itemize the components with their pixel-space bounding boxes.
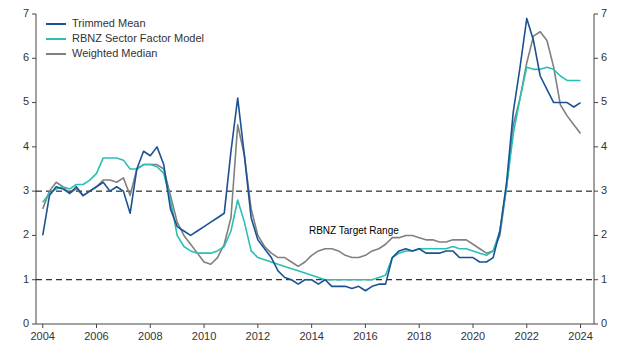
y-tick: [32, 58, 36, 59]
y2-tick: [594, 191, 598, 192]
x-tick-label: 2016: [353, 330, 377, 342]
legend-swatch: [46, 38, 66, 40]
x-tick-label: 2006: [84, 330, 108, 342]
legend-label: Weighted Median: [72, 47, 157, 59]
x-tick: [96, 324, 97, 328]
x-tick: [526, 324, 527, 328]
annotation: RBNZ Target Range: [309, 225, 399, 236]
x-tick: [150, 324, 151, 328]
x-tick: [419, 324, 420, 328]
x-tick-label: 2014: [299, 330, 323, 342]
series-line: [43, 67, 581, 280]
x-tick-label: 2010: [192, 330, 216, 342]
y2-tick-label: 4: [601, 140, 607, 152]
x-tick-label: 2012: [246, 330, 270, 342]
y2-tick-label: 6: [601, 51, 607, 63]
y2-tick-label: 1: [601, 273, 607, 285]
chart-container: 2004200620082010201220142016201820202022…: [0, 0, 630, 354]
x-tick-label: 2008: [138, 330, 162, 342]
series-line: [43, 18, 581, 290]
y-tick: [32, 146, 36, 147]
x-tick-label: 2018: [407, 330, 431, 342]
x-tick-label: 2022: [515, 330, 539, 342]
x-tick: [365, 324, 366, 328]
y-tick: [32, 191, 36, 192]
reference-line: [36, 279, 594, 280]
x-tick: [311, 324, 312, 328]
y-tick: [32, 324, 36, 325]
y-tick-label: 3: [23, 184, 29, 196]
plot-area: [36, 18, 594, 290]
y-tick-label: 0: [23, 317, 29, 329]
x-tick: [472, 324, 473, 328]
x-tick: [42, 324, 43, 328]
y2-tick-label: 7: [601, 7, 607, 19]
y-tick: [32, 279, 36, 280]
x-tick-label: 2004: [30, 330, 54, 342]
legend-swatch: [46, 53, 66, 55]
y-tick-label: 1: [23, 273, 29, 285]
x-tick: [204, 324, 205, 328]
background: [0, 0, 630, 354]
y2-tick: [594, 102, 598, 103]
y2-tick: [594, 14, 598, 15]
y2-tick: [594, 279, 598, 280]
x-tick-label: 2024: [568, 330, 592, 342]
x-tick: [580, 324, 581, 328]
y2-tick: [594, 235, 598, 236]
y2-axis-line: [594, 14, 595, 324]
legend-swatch: [46, 23, 66, 25]
legend: Trimmed Mean RBNZ Sector Factor Model Weig…: [46, 17, 204, 59]
y2-tick-label: 3: [601, 184, 607, 196]
y2-tick-label: 2: [601, 228, 607, 240]
y-tick-label: 4: [23, 140, 29, 152]
y2-tick-label: 0: [601, 317, 607, 329]
legend-label: Trimmed Mean: [72, 17, 146, 29]
y2-tick: [594, 146, 598, 147]
y-tick: [32, 235, 36, 236]
y2-tick: [594, 58, 598, 59]
y-tick-label: 5: [23, 95, 29, 107]
x-tick: [257, 324, 258, 328]
y-tick: [32, 102, 36, 103]
x-axis-line: [36, 324, 594, 325]
chart-svg: 2004200620082010201220142016201820202022…: [0, 0, 630, 354]
y-tick-label: 6: [23, 51, 29, 63]
x-tick-label: 2020: [461, 330, 485, 342]
legend-label: RBNZ Sector Factor Model: [72, 32, 204, 44]
y-tick-label: 2: [23, 228, 29, 240]
y2-tick: [594, 324, 598, 325]
reference-line: [36, 191, 594, 192]
y-tick: [32, 14, 36, 15]
y-axis-line: [36, 14, 37, 324]
y2-tick-label: 5: [601, 95, 607, 107]
y-tick-label: 7: [23, 7, 29, 19]
